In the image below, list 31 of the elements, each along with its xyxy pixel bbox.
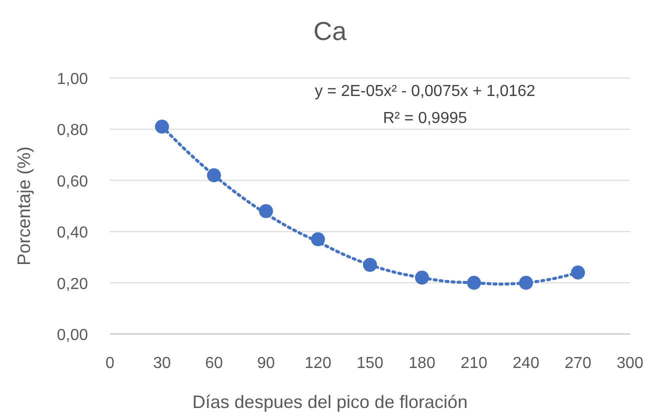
x-tick-label: 150 — [356, 355, 384, 372]
x-tick-label: 270 — [564, 355, 592, 372]
point — [207, 168, 221, 182]
annotation: R² = 0,9995 — [382, 110, 468, 127]
point — [311, 232, 325, 246]
y-axis-title: Porcentaje (%) — [14, 146, 34, 266]
x-tick-label: 300 — [616, 355, 644, 372]
point — [259, 204, 273, 218]
point — [155, 120, 169, 134]
annotation: y = 2E-05x² - 0,0075x + 1,0162 — [314, 83, 536, 100]
y-tick-label: 0,80 — [56, 122, 88, 140]
point — [467, 276, 481, 290]
point — [415, 270, 429, 285]
x-tick-label: 30 — [153, 355, 171, 372]
x-tick-label: 120 — [304, 355, 332, 372]
x-tick-label: 0 — [106, 355, 115, 372]
y-tick-label: 1,00 — [56, 71, 88, 88]
point — [571, 266, 585, 280]
point — [519, 276, 533, 290]
x-tick-label: 210 — [460, 355, 488, 372]
y-tick-label: 0,60 — [56, 173, 88, 190]
x-axis-title: Días despues del pico de floración — [192, 392, 468, 412]
chart-title: Ca — [313, 16, 348, 46]
x-tick-label: 60 — [205, 355, 223, 372]
x-tick-label: 240 — [512, 355, 540, 372]
point — [363, 258, 377, 272]
x-tick-label: 180 — [408, 355, 436, 372]
y-tick-label: 0,00 — [56, 327, 88, 344]
y-tick-label: 0,20 — [56, 276, 88, 293]
y-tick-label: 0,40 — [56, 224, 88, 242]
x-tick-label: 90 — [257, 355, 275, 372]
